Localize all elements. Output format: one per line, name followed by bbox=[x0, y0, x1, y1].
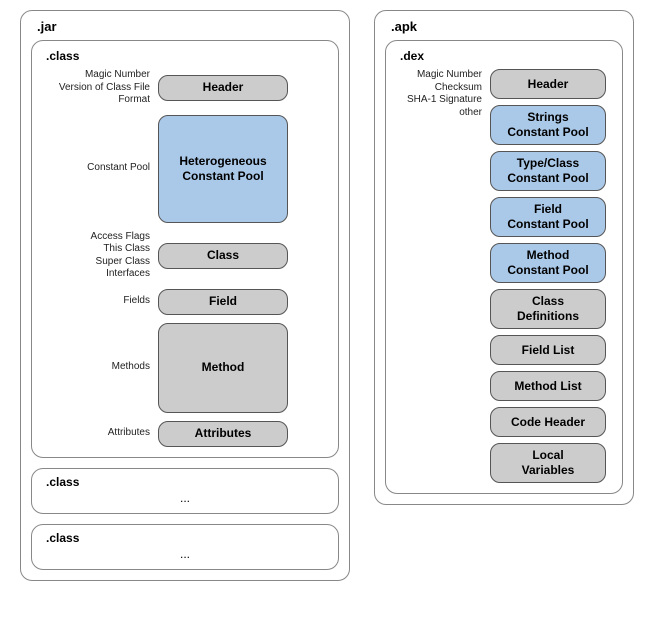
jar-column: .jar .class Magic Number Version of Clas… bbox=[20, 10, 350, 621]
header-block: Header bbox=[158, 75, 288, 101]
dex-type-cp-block: Type/Class Constant Pool bbox=[490, 151, 606, 191]
dex-row-header: Magic Number Checksum SHA-1 Signature ot… bbox=[396, 69, 612, 483]
class-row-field: Fields Field bbox=[42, 289, 328, 315]
dex-header-block: Header bbox=[490, 69, 606, 99]
class-row-field-label: Fields bbox=[42, 295, 150, 308]
constant-pool-block: Heterogeneous Constant Pool bbox=[158, 115, 288, 223]
dex-field-list-block: Field List bbox=[490, 335, 606, 365]
class-row-class: Access Flags This Class Super Class Inte… bbox=[42, 231, 328, 281]
class-row-class-label: Access Flags This Class Super Class Inte… bbox=[42, 231, 150, 281]
dex-class-defs-block: Class Definitions bbox=[490, 289, 606, 329]
class-row-method-label: Methods bbox=[42, 361, 150, 374]
apk-title: .apk bbox=[391, 19, 623, 34]
class-row-header-label: Magic Number Version of Class File Forma… bbox=[42, 69, 150, 107]
field-block: Field bbox=[158, 289, 288, 315]
class-stub-1-title: .class bbox=[46, 531, 328, 545]
class-row-constant-pool: Constant Pool Heterogeneous Constant Poo… bbox=[42, 115, 328, 223]
class-row-method: Methods Method bbox=[42, 323, 328, 413]
dex-header-label: Magic Number Checksum SHA-1 Signature ot… bbox=[396, 69, 482, 119]
dex-box-title: .dex bbox=[400, 49, 612, 63]
class-block: Class bbox=[158, 243, 288, 269]
attributes-block: Attributes bbox=[158, 421, 288, 447]
class-stub-0-body: ... bbox=[42, 489, 328, 509]
class-row-attr-label: Attributes bbox=[42, 427, 150, 440]
dex-local-vars-block: Local Variables bbox=[490, 443, 606, 483]
dex-field-cp-block: Field Constant Pool bbox=[490, 197, 606, 237]
dex-method-cp-block: Method Constant Pool bbox=[490, 243, 606, 283]
class-row-header: Magic Number Version of Class File Forma… bbox=[42, 69, 328, 107]
class-row-cp-label: Constant Pool bbox=[42, 162, 150, 175]
class-stub-0-title: .class bbox=[46, 475, 328, 489]
class-stub-1-body: ... bbox=[42, 545, 328, 565]
dex-method-list-block: Method List bbox=[490, 371, 606, 401]
method-block: Method bbox=[158, 323, 288, 413]
jar-outer-box: .jar .class Magic Number Version of Clas… bbox=[20, 10, 350, 581]
class-stub-0: .class ... bbox=[31, 468, 339, 514]
apk-column: .apk .dex Magic Number Checksum SHA-1 Si… bbox=[374, 10, 634, 621]
class-stub-1: .class ... bbox=[31, 524, 339, 570]
dex-strings-cp-block: Strings Constant Pool bbox=[490, 105, 606, 145]
class-box: .class Magic Number Version of Class Fil… bbox=[31, 40, 339, 458]
dex-block-column: Header Strings Constant Pool Type/Class … bbox=[490, 69, 606, 483]
dex-box: .dex Magic Number Checksum SHA-1 Signatu… bbox=[385, 40, 623, 494]
class-box-title: .class bbox=[46, 49, 328, 63]
jar-title: .jar bbox=[37, 19, 339, 34]
class-row-attributes: Attributes Attributes bbox=[42, 421, 328, 447]
apk-outer-box: .apk .dex Magic Number Checksum SHA-1 Si… bbox=[374, 10, 634, 505]
dex-code-header-block: Code Header bbox=[490, 407, 606, 437]
